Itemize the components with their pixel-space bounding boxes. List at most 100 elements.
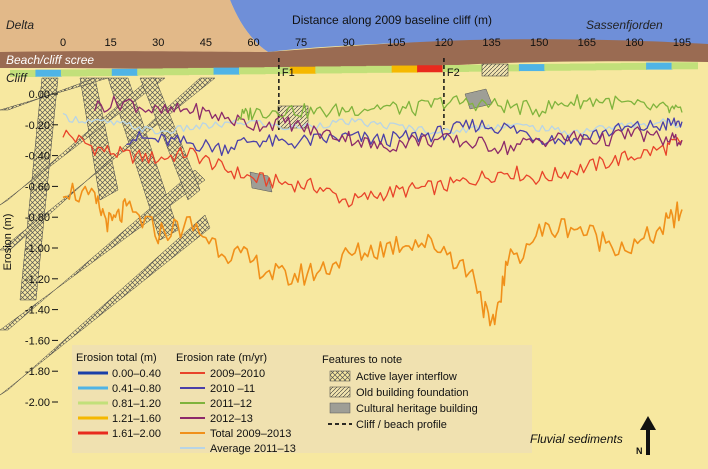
beach-scree-band: [0, 39, 708, 71]
x-tick-label: 165: [578, 37, 596, 49]
y-tick-label: -1.20: [25, 274, 50, 286]
fluvial-label: Fluvial sediments: [530, 432, 623, 446]
legend-item-label: Total 2009–2013: [210, 428, 291, 440]
delta-area: [0, 0, 268, 55]
strip-segment: [417, 65, 444, 73]
legend-item-label: Active layer interflow: [356, 371, 457, 383]
x-tick-label: 135: [482, 37, 500, 49]
y-tick-label: -0.60: [25, 181, 50, 193]
strip-segment: [10, 70, 37, 77]
profile-label: F2: [447, 67, 460, 79]
strip-segment: [646, 62, 673, 70]
x-tick-label: 90: [343, 37, 355, 49]
y-tick-label: -2.00: [25, 397, 50, 409]
series-line: [237, 94, 683, 122]
y-tick-label: -1.40: [25, 305, 50, 317]
legend-swatch: [329, 402, 351, 414]
strip-segment: [162, 68, 190, 76]
cultural-heritage-building: [249, 171, 273, 193]
erosion-total-strip: [10, 62, 698, 77]
legend-panel: [72, 345, 532, 453]
profile-label: F1: [282, 67, 295, 79]
strip-segment: [188, 67, 215, 75]
fjord-label: Sassenfjorden: [586, 18, 663, 32]
y-tick-label: -1.60: [25, 335, 50, 347]
legend-item-label: 1.21–1.60: [112, 413, 161, 425]
x-tick-label: 180: [625, 37, 643, 49]
series-line: [94, 95, 683, 156]
series-line: [62, 182, 683, 327]
fjord-area: [230, 0, 708, 52]
north-arrow: [640, 416, 656, 455]
strip-segment: [391, 65, 419, 73]
x-tick-label: 195: [673, 37, 691, 49]
y-axis-ticks: 0.00 -0.20 -0.40 -0.60 -0.80 -1.00 -1.20 -1.40 -…: [25, 89, 58, 409]
legend-total-title: Erosion total (m): [76, 352, 157, 364]
strip-segment: [671, 62, 698, 70]
y-axis-label: Erosion (m): [2, 214, 14, 271]
x-tick-label: 0: [60, 37, 66, 49]
legend-total: 0.00–0.40 0.41–0.80 0.81–1.20 1.21–1.60 1.61…: [78, 368, 161, 440]
strip-segment: [86, 69, 113, 77]
strip-segment: [620, 62, 648, 70]
legend-swatch: [329, 370, 351, 382]
x-tick-label: 45: [200, 37, 212, 49]
legend-item-label: Cliff / beach profile: [356, 419, 447, 431]
legend-item-label: 0.41–0.80: [112, 383, 161, 395]
legend-swatch: [329, 386, 351, 398]
strip-segment: [289, 66, 317, 74]
legend-item-label: 2011–12: [210, 398, 252, 410]
chart-title: Distance along 2009 baseline cliff (m): [292, 13, 492, 27]
strip-segment: [544, 63, 571, 71]
strip-segment: [468, 64, 495, 72]
x-tick-label: 150: [530, 37, 548, 49]
strip-segment: [264, 67, 291, 75]
strip-segment: [518, 64, 546, 72]
erosion-series: [62, 94, 683, 327]
legend-rate-title: Erosion rate (m/yr): [176, 352, 267, 364]
legend-features-title: Features to note: [322, 354, 402, 366]
x-tick-label: 60: [247, 37, 259, 49]
strip-segment: [137, 68, 164, 76]
legend-item-label: 1.61–2.00: [112, 428, 161, 440]
legend-item-label: Cultural heritage building: [356, 403, 478, 415]
strip-segment: [60, 69, 88, 77]
legend-item-label: Average 2011–13: [210, 443, 296, 455]
legend-item-label: 0.00–0.40: [112, 368, 161, 380]
legend-item-label: 2009–2010: [210, 368, 265, 380]
legend-item-label: 2012–13: [210, 413, 253, 425]
legend-rate: 2009–2010 2010 –11 2011–12 2012–13 Total 200…: [180, 368, 296, 455]
x-tick-label: 105: [387, 37, 405, 49]
y-tick-label: 0.00: [29, 89, 50, 101]
series-line: [126, 117, 683, 157]
y-tick-label: -0.80: [25, 212, 50, 224]
strip-segment: [213, 67, 240, 75]
old-building-foundation-2: [481, 63, 509, 77]
strip-segment: [35, 69, 62, 77]
legend-features: Active layer interflow Old building found…: [328, 370, 478, 431]
series-line: [62, 112, 683, 137]
x-tick-label: 15: [104, 37, 116, 49]
strip-segment: [569, 63, 597, 71]
strip-segment: [111, 68, 139, 76]
legend-item-label: Old building foundation: [356, 387, 469, 399]
y-tick-label: -0.20: [25, 120, 50, 132]
y-tick-label: -0.40: [25, 151, 50, 163]
strip-segment: [315, 66, 342, 74]
series-line: [62, 129, 683, 208]
x-tick-label: 30: [152, 37, 164, 49]
beach-label: Beach/cliff scree: [6, 53, 94, 67]
y-tick-label: -1.80: [25, 366, 50, 378]
legend-item-label: 2010 –11: [210, 383, 255, 395]
x-axis-ticks: 0 15 30 45 60 75 90 105 120 135 150 165 180 195: [60, 37, 691, 49]
strip-segment: [239, 67, 266, 75]
cliff-label: Cliff: [6, 71, 28, 85]
y-tick-label: -1.00: [25, 243, 50, 255]
strip-segment: [442, 64, 469, 72]
delta-label: Delta: [6, 18, 34, 32]
strip-segment: [595, 63, 622, 71]
x-tick-label: 120: [435, 37, 453, 49]
north-label: N: [636, 446, 643, 456]
legend-item-label: 0.81–1.20: [112, 398, 161, 410]
